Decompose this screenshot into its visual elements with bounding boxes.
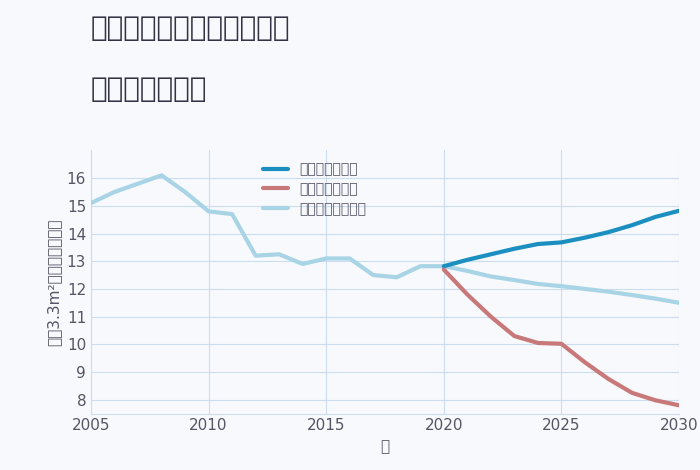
ノーマルシナリオ — [158, 172, 166, 178]
ノーマルシナリオ — [510, 277, 519, 283]
Line: グッドシナリオ: グッドシナリオ — [444, 211, 679, 266]
ノーマルシナリオ — [416, 263, 424, 269]
Line: ノーマルシナリオ: ノーマルシナリオ — [91, 175, 679, 303]
ノーマルシナリオ — [651, 296, 659, 301]
Text: 土地の価格推移: 土地の価格推移 — [91, 75, 207, 103]
バッドシナリオ — [675, 402, 683, 408]
グッドシナリオ — [510, 246, 519, 251]
ノーマルシナリオ — [181, 189, 189, 195]
グッドシナリオ — [628, 222, 636, 228]
ノーマルシナリオ — [322, 256, 330, 261]
グッドシナリオ — [557, 240, 566, 245]
バッドシナリオ — [557, 341, 566, 346]
バッドシナリオ — [628, 390, 636, 396]
Legend: グッドシナリオ, バッドシナリオ, ノーマルシナリオ: グッドシナリオ, バッドシナリオ, ノーマルシナリオ — [263, 163, 366, 216]
ノーマルシナリオ — [111, 189, 119, 195]
バッドシナリオ — [440, 266, 448, 272]
ノーマルシナリオ — [675, 300, 683, 306]
ノーマルシナリオ — [604, 289, 612, 295]
バッドシナリオ — [651, 398, 659, 403]
バッドシナリオ — [463, 292, 472, 298]
Line: バッドシナリオ: バッドシナリオ — [444, 269, 679, 405]
グッドシナリオ — [581, 235, 589, 241]
ノーマルシナリオ — [440, 263, 448, 269]
グッドシナリオ — [651, 214, 659, 219]
Y-axis label: 坪（3.3m²）単価（万円）: 坪（3.3m²）単価（万円） — [46, 218, 61, 346]
グッドシナリオ — [486, 251, 495, 257]
ノーマルシナリオ — [557, 283, 566, 289]
ノーマルシナリオ — [628, 292, 636, 298]
ノーマルシナリオ — [533, 281, 542, 287]
ノーマルシナリオ — [87, 200, 95, 206]
ノーマルシナリオ — [204, 209, 213, 214]
バッドシナリオ — [486, 314, 495, 320]
グッドシナリオ — [533, 241, 542, 247]
グッドシナリオ — [604, 229, 612, 235]
ノーマルシナリオ — [275, 251, 284, 257]
ノーマルシナリオ — [581, 286, 589, 292]
バッドシナリオ — [604, 376, 612, 382]
ノーマルシナリオ — [346, 256, 354, 261]
ノーマルシナリオ — [251, 253, 260, 258]
グッドシナリオ — [675, 208, 683, 214]
バッドシナリオ — [533, 340, 542, 346]
Text: 三重県松阪市御麻生薗町の: 三重県松阪市御麻生薗町の — [91, 14, 290, 42]
バッドシナリオ — [581, 360, 589, 365]
ノーマルシナリオ — [369, 272, 377, 278]
ノーマルシナリオ — [463, 268, 472, 274]
ノーマルシナリオ — [228, 212, 237, 217]
ノーマルシナリオ — [486, 274, 495, 279]
グッドシナリオ — [440, 263, 448, 269]
グッドシナリオ — [463, 257, 472, 263]
ノーマルシナリオ — [134, 181, 142, 187]
ノーマルシナリオ — [393, 274, 401, 280]
X-axis label: 年: 年 — [380, 439, 390, 454]
バッドシナリオ — [510, 333, 519, 339]
ノーマルシナリオ — [298, 261, 307, 267]
